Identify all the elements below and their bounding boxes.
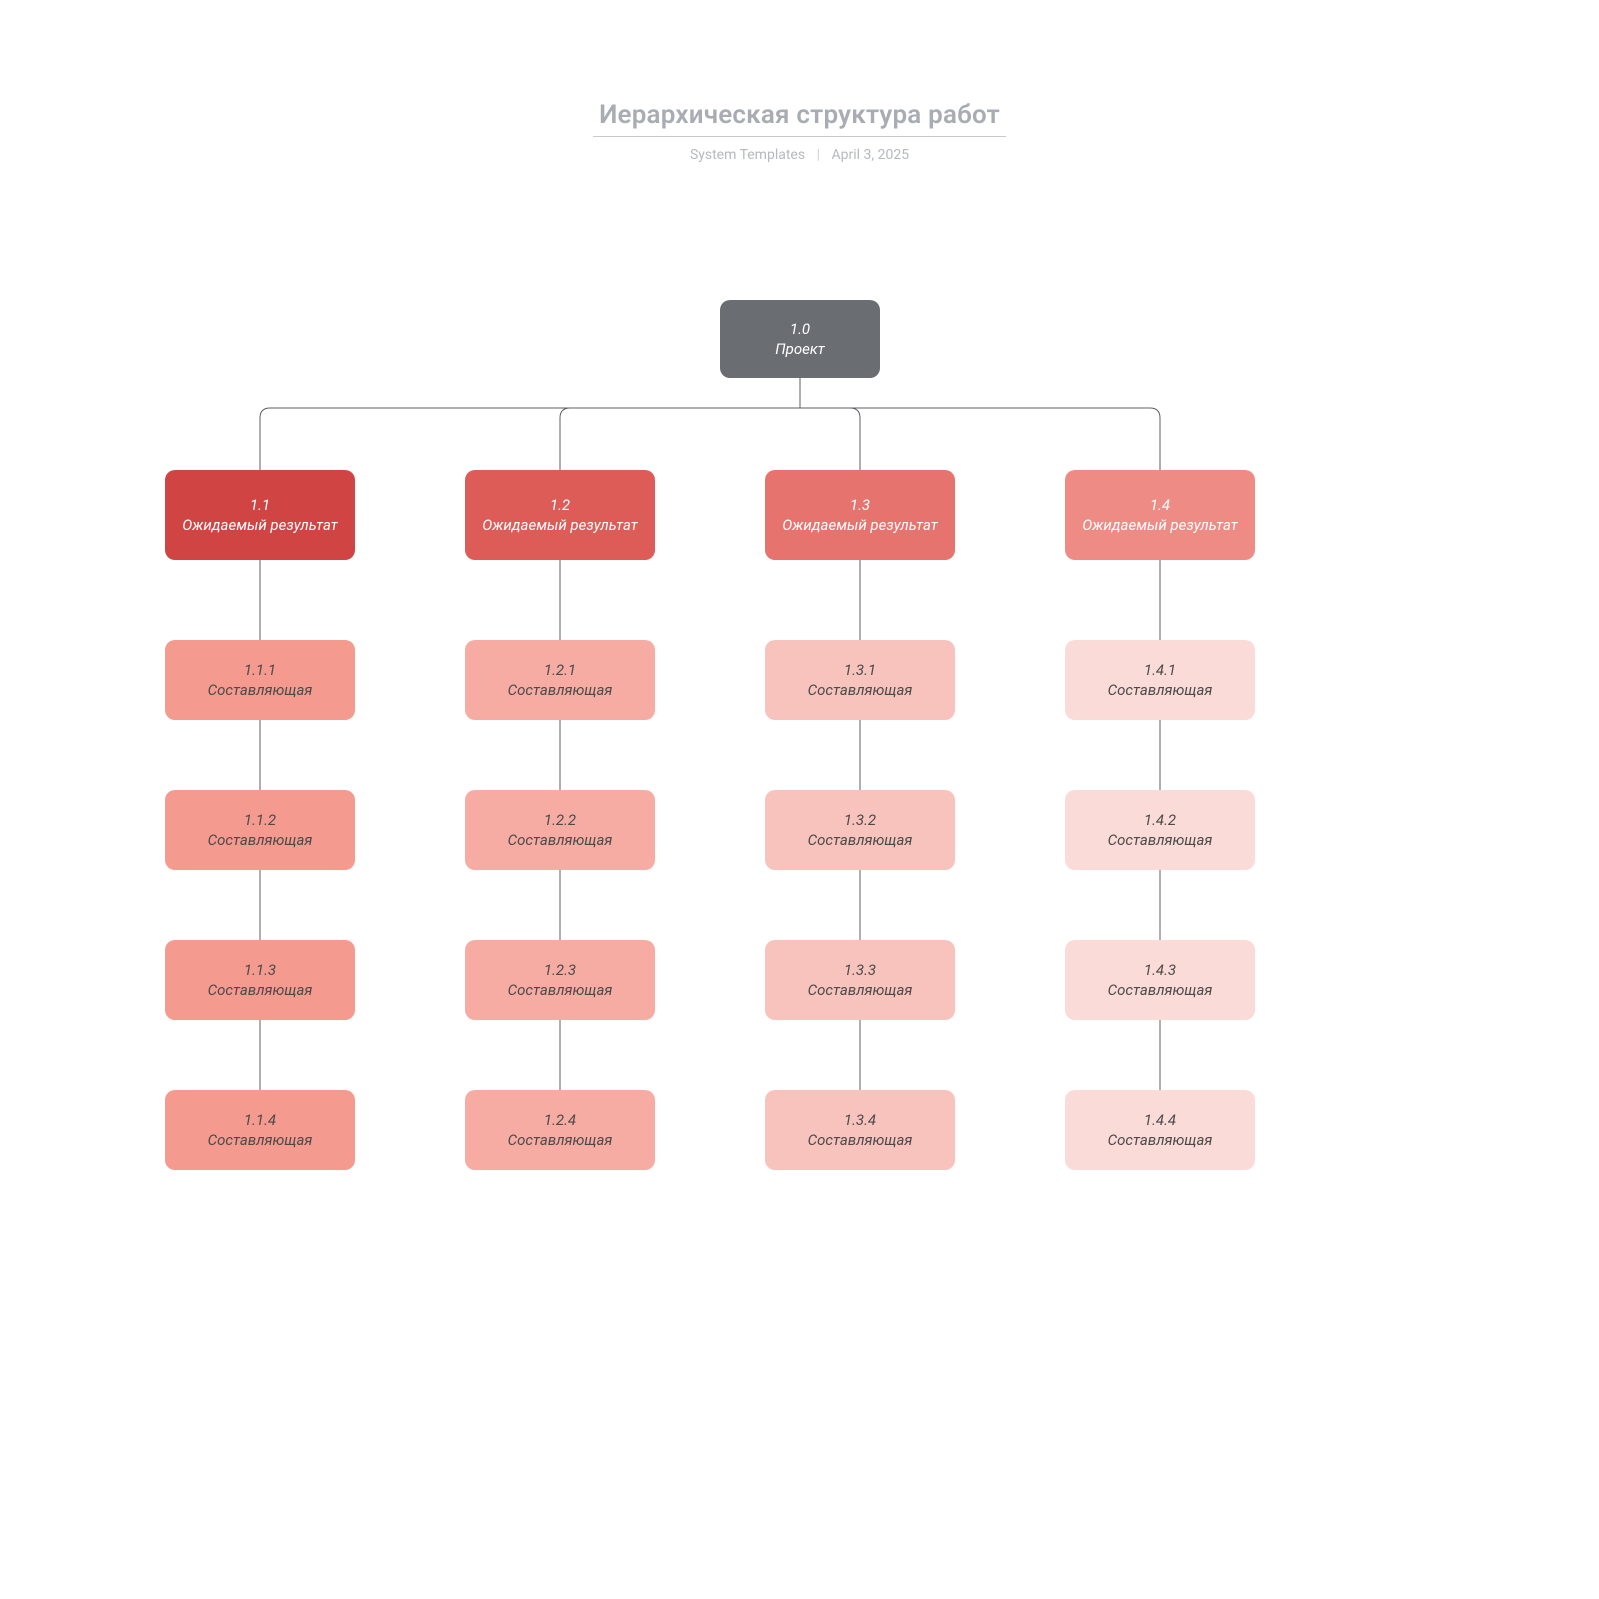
deliverable-node: 1.2 Ожидаемый результат	[465, 470, 655, 560]
component-node: 1.2.3 Составляющая	[465, 940, 655, 1020]
node-id: 1.2	[550, 495, 570, 515]
component-node: 1.4.4 Составляющая	[1065, 1090, 1255, 1170]
component-node: 1.3.3 Составляющая	[765, 940, 955, 1020]
subtitle-left: System Templates	[690, 147, 805, 163]
node-label: Ожидаемый результат	[482, 515, 638, 535]
diagram-title: Иерархическая структура работ	[593, 100, 1006, 137]
node-id: 1.4.1	[1144, 660, 1176, 680]
node-id: 1.3.4	[844, 1110, 876, 1130]
node-id: 1.1	[250, 495, 270, 515]
node-label: Составляющая	[1108, 830, 1213, 850]
component-node: 1.1.3 Составляющая	[165, 940, 355, 1020]
diagram-canvas: Иерархическая структура работ System Tem…	[0, 0, 1599, 1599]
node-id: 1.3.3	[844, 960, 876, 980]
node-label: Составляющая	[208, 1130, 313, 1150]
node-label: Составляющая	[508, 680, 613, 700]
node-label: Составляющая	[508, 830, 613, 850]
node-id: 1.2.2	[544, 810, 576, 830]
node-id: 1.1.3	[244, 960, 276, 980]
root-node-label: Проект	[775, 339, 824, 359]
node-label: Ожидаемый результат	[182, 515, 338, 535]
component-node: 1.3.1 Составляющая	[765, 640, 955, 720]
subtitle-separator: |	[817, 147, 820, 163]
node-label: Составляющая	[208, 830, 313, 850]
node-label: Составляющая	[808, 980, 913, 1000]
node-id: 1.3.2	[844, 810, 876, 830]
node-id: 1.1.4	[244, 1110, 276, 1130]
root-node-id: 1.0	[790, 319, 810, 339]
component-node: 1.4.2 Составляющая	[1065, 790, 1255, 870]
node-id: 1.2.1	[544, 660, 576, 680]
node-id: 1.4.2	[1144, 810, 1176, 830]
node-label: Составляющая	[208, 680, 313, 700]
node-label: Составляющая	[1108, 980, 1213, 1000]
node-id: 1.3	[850, 495, 870, 515]
component-node: 1.3.4 Составляющая	[765, 1090, 955, 1170]
component-node: 1.3.2 Составляющая	[765, 790, 955, 870]
node-label: Составляющая	[508, 1130, 613, 1150]
subtitle-right: April 3, 2025	[831, 147, 909, 163]
deliverable-node: 1.3 Ожидаемый результат	[765, 470, 955, 560]
diagram-subtitle: System Templates | April 3, 2025	[0, 147, 1599, 163]
component-node: 1.4.1 Составляющая	[1065, 640, 1255, 720]
component-node: 1.1.2 Составляющая	[165, 790, 355, 870]
component-node: 1.1.4 Составляющая	[165, 1090, 355, 1170]
node-id: 1.1.1	[244, 660, 276, 680]
node-id: 1.4.3	[1144, 960, 1176, 980]
component-node: 1.1.1 Составляющая	[165, 640, 355, 720]
deliverable-node: 1.1 Ожидаемый результат	[165, 470, 355, 560]
node-label: Составляющая	[808, 830, 913, 850]
node-id: 1.4	[1150, 495, 1170, 515]
component-node: 1.2.4 Составляющая	[465, 1090, 655, 1170]
node-id: 1.4.4	[1144, 1110, 1176, 1130]
node-id: 1.1.2	[244, 810, 276, 830]
component-node: 1.2.1 Составляющая	[465, 640, 655, 720]
node-label: Составляющая	[208, 980, 313, 1000]
node-label: Составляющая	[1108, 1130, 1213, 1150]
diagram-header: Иерархическая структура работ System Tem…	[0, 100, 1599, 163]
node-label: Составляющая	[508, 980, 613, 1000]
node-label: Составляющая	[808, 1130, 913, 1150]
node-id: 1.2.3	[544, 960, 576, 980]
deliverable-node: 1.4 Ожидаемый результат	[1065, 470, 1255, 560]
node-id: 1.3.1	[844, 660, 876, 680]
root-node: 1.0 Проект	[720, 300, 880, 378]
node-label: Составляющая	[808, 680, 913, 700]
node-label: Ожидаемый результат	[782, 515, 938, 535]
node-id: 1.2.4	[544, 1110, 576, 1130]
node-label: Составляющая	[1108, 680, 1213, 700]
component-node: 1.4.3 Составляющая	[1065, 940, 1255, 1020]
node-label: Ожидаемый результат	[1082, 515, 1238, 535]
component-node: 1.2.2 Составляющая	[465, 790, 655, 870]
